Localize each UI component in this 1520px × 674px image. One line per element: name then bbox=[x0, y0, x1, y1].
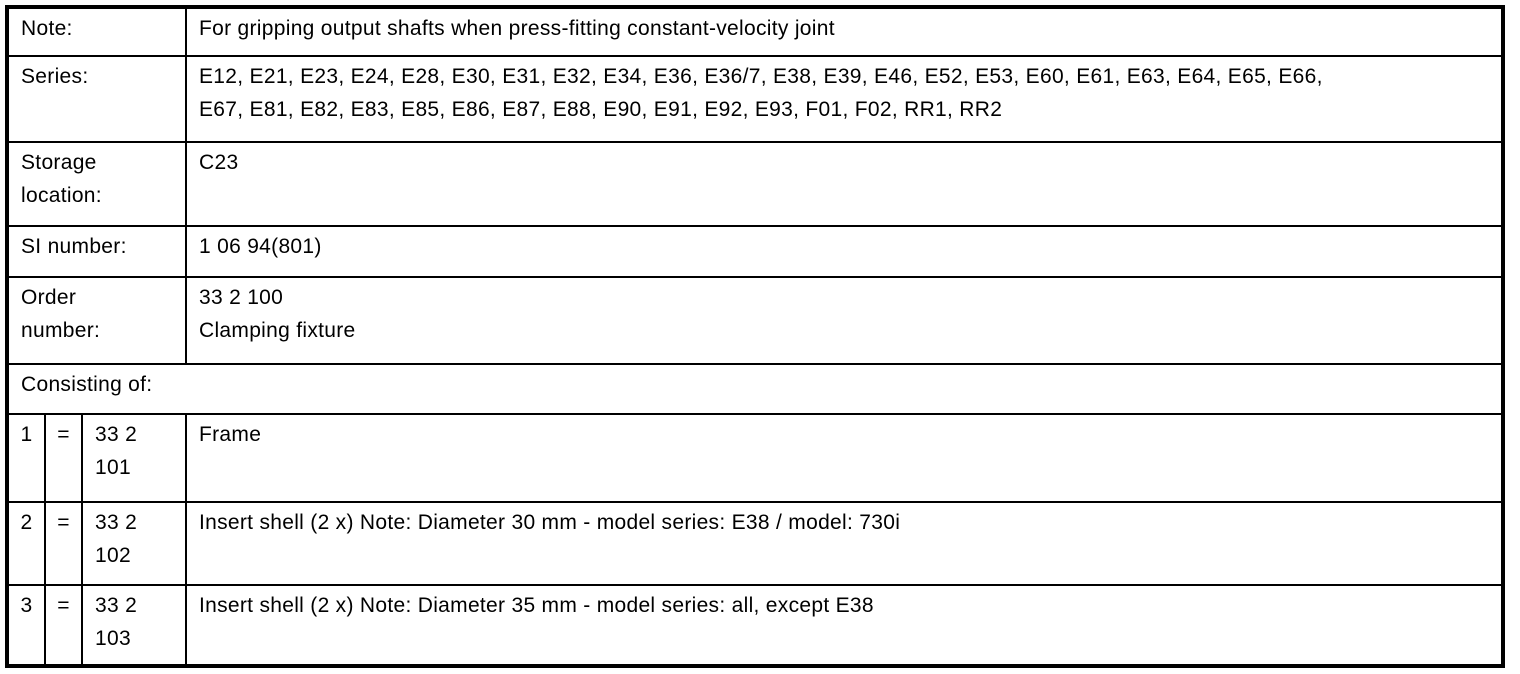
row-value-note: For gripping output shafts when press-fi… bbox=[185, 6, 1504, 57]
row-value-si-number: 1 06 94(801) bbox=[185, 225, 1504, 278]
row-label-series: Series: bbox=[6, 55, 187, 143]
table-row-series: Series: E12, E21, E23, E24, E28, E30, E3… bbox=[6, 55, 1504, 143]
equals-sign: = bbox=[44, 413, 83, 503]
row-value-storage-location: C23 bbox=[185, 141, 1504, 227]
parts-info-table: Note: For gripping output shafts when pr… bbox=[5, 5, 1505, 668]
row-label-si-number: SI number: bbox=[6, 225, 187, 278]
table-row-storage-location: Storage location: C23 bbox=[6, 141, 1504, 227]
part-position: 2 bbox=[6, 501, 46, 586]
equals-sign: = bbox=[44, 584, 83, 667]
row-label-note: Note: bbox=[6, 6, 187, 57]
table-row-note: Note: For gripping output shafts when pr… bbox=[6, 6, 1504, 57]
part-description: Frame bbox=[185, 413, 1504, 503]
part-position: 3 bbox=[6, 584, 46, 667]
part-row: 1 = 33 2 101 Frame bbox=[6, 413, 1504, 503]
row-value-order-number: 33 2 100 Clamping fixture bbox=[185, 276, 1504, 365]
section-header: Consisting of: bbox=[6, 363, 1504, 415]
row-value-series: E12, E21, E23, E24, E28, E30, E31, E32, … bbox=[185, 55, 1504, 143]
part-number: 33 2 101 bbox=[81, 413, 187, 503]
part-number: 33 2 103 bbox=[81, 584, 187, 667]
equals-sign: = bbox=[44, 501, 83, 586]
part-description: Insert shell (2 x) Note: Diameter 35 mm … bbox=[185, 584, 1504, 667]
part-position: 1 bbox=[6, 413, 46, 503]
row-label-storage-location: Storage location: bbox=[6, 141, 187, 227]
part-description: Insert shell (2 x) Note: Diameter 30 mm … bbox=[185, 501, 1504, 586]
table-row-order-number: Order number: 33 2 100 Clamping fixture bbox=[6, 276, 1504, 365]
part-row: 3 = 33 2 103 Insert shell (2 x) Note: Di… bbox=[6, 584, 1504, 667]
row-label-order-number: Order number: bbox=[6, 276, 187, 365]
part-number: 33 2 102 bbox=[81, 501, 187, 586]
table-row-section-header: Consisting of: bbox=[6, 363, 1504, 415]
part-row: 2 = 33 2 102 Insert shell (2 x) Note: Di… bbox=[6, 501, 1504, 586]
table-row-si-number: SI number: 1 06 94(801) bbox=[6, 225, 1504, 278]
